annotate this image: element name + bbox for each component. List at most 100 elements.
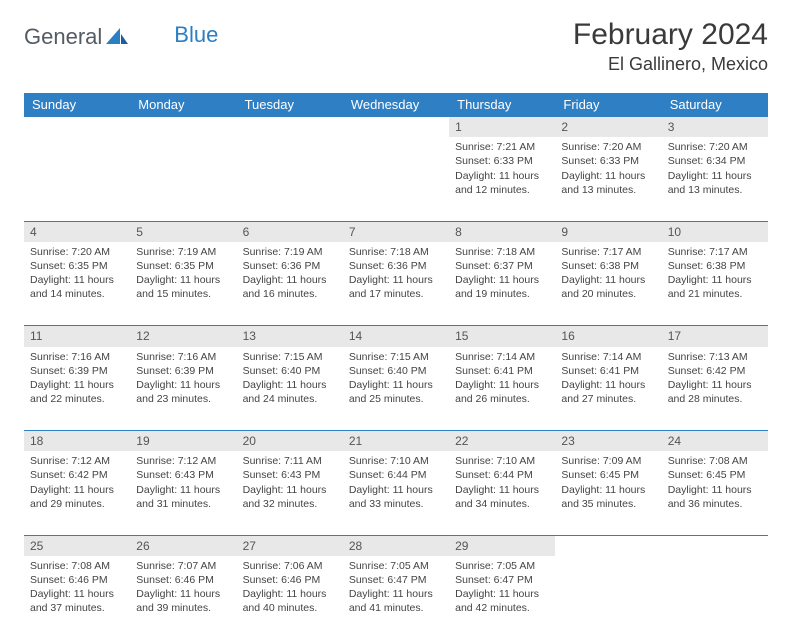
day1-text: Daylight: 11 hours (136, 273, 230, 287)
day-number-cell: 14 (343, 326, 449, 347)
day-number-cell: 6 (237, 221, 343, 242)
day2-text: and 19 minutes. (455, 287, 549, 301)
day-content-cell: Sunrise: 7:19 AMSunset: 6:36 PMDaylight:… (237, 242, 343, 326)
day-number-cell: 7 (343, 221, 449, 242)
sunrise-text: Sunrise: 7:10 AM (455, 454, 549, 468)
day-content-cell: Sunrise: 7:15 AMSunset: 6:40 PMDaylight:… (343, 347, 449, 431)
day-number-cell (343, 117, 449, 138)
day2-text: and 36 minutes. (668, 497, 762, 511)
day-content-cell: Sunrise: 7:05 AMSunset: 6:47 PMDaylight:… (343, 556, 449, 640)
day-number-cell: 19 (130, 431, 236, 452)
day-content-cell: Sunrise: 7:15 AMSunset: 6:40 PMDaylight:… (237, 347, 343, 431)
day-content-row: Sunrise: 7:20 AMSunset: 6:35 PM Daylight:… (24, 242, 768, 326)
sunset-text: Sunset: 6:44 PM (455, 468, 549, 482)
sunset-text: Sunset: 6:33 PM (561, 154, 655, 168)
dayheader-friday: Friday (555, 93, 661, 117)
day-number-cell: 26 (130, 535, 236, 556)
day2-text: and 13 minutes. (668, 183, 762, 197)
sunrise-text: Sunrise: 7:07 AM (136, 559, 230, 573)
day-number-cell: 4 (24, 221, 130, 242)
sunrise-text: Sunrise: 7:20 AM (30, 245, 124, 259)
sunset-text: Sunset: 6:34 PM (668, 154, 762, 168)
day-content-cell: Sunrise: 7:11 AMSunset: 6:43 PMDaylight:… (237, 451, 343, 535)
day-number-cell: 5 (130, 221, 236, 242)
sunrise-text: Sunrise: 7:06 AM (243, 559, 337, 573)
page-header: General Blue February 2024 El Gallinero,… (24, 18, 768, 75)
title-block: February 2024 El Gallinero, Mexico (573, 18, 768, 75)
day-number-cell: 29 (449, 535, 555, 556)
sunset-text: Sunset: 6:46 PM (243, 573, 337, 587)
sunrise-text: Sunrise: 7:17 AM (668, 245, 762, 259)
dayheader-tuesday: Tuesday (237, 93, 343, 117)
sunrise-text: Sunrise: 7:16 AM (136, 350, 230, 364)
day-content-cell: Sunrise: 7:16 AMSunset: 6:39 PMDaylight:… (130, 347, 236, 431)
day-number-cell (555, 535, 661, 556)
day-content-cell: Sunrise: 7:10 AMSunset: 6:44 PMDaylight:… (343, 451, 449, 535)
sunrise-text: Sunrise: 7:19 AM (136, 245, 230, 259)
day-content-cell: Sunrise: 7:18 AMSunset: 6:36 PMDaylight:… (343, 242, 449, 326)
sunset-text: Sunset: 6:41 PM (561, 364, 655, 378)
day-number-cell: 22 (449, 431, 555, 452)
day1-text: Daylight: 11 hours (668, 483, 762, 497)
day-number-cell: 15 (449, 326, 555, 347)
sunset-text: Sunset: 6:35 PM (30, 259, 124, 273)
day2-text: and 25 minutes. (349, 392, 443, 406)
sunset-text: Sunset: 6:40 PM (243, 364, 337, 378)
sunrise-text: Sunrise: 7:05 AM (349, 559, 443, 573)
day1-text: Daylight: 11 hours (136, 483, 230, 497)
sunrise-text: Sunrise: 7:12 AM (136, 454, 230, 468)
day2-text: and 31 minutes. (136, 497, 230, 511)
day2-text: and 34 minutes. (455, 497, 549, 511)
sunrise-text: Sunrise: 7:19 AM (243, 245, 337, 259)
day1-text: Daylight: 11 hours (455, 483, 549, 497)
brand-part2: Blue (174, 22, 218, 48)
day1-text: Daylight: 11 hours (349, 273, 443, 287)
day-number-cell: 25 (24, 535, 130, 556)
day-number-cell (24, 117, 130, 138)
day2-text: and 42 minutes. (455, 601, 549, 615)
sunset-text: Sunset: 6:45 PM (561, 468, 655, 482)
day1-text: Daylight: 11 hours (561, 378, 655, 392)
day2-text: and 29 minutes. (30, 497, 124, 511)
brand-logo: General Blue (24, 24, 218, 50)
day1-text: Daylight: 11 hours (30, 587, 124, 601)
day-number-cell: 20 (237, 431, 343, 452)
day2-text: and 35 minutes. (561, 497, 655, 511)
daynum-row: 45678910 (24, 221, 768, 242)
day-number-cell: 12 (130, 326, 236, 347)
sunrise-text: Sunrise: 7:10 AM (349, 454, 443, 468)
calendar-table: Sunday Monday Tuesday Wednesday Thursday… (24, 93, 768, 640)
day-content-cell: Sunrise: 7:20 AMSunset: 6:34 PMDaylight:… (662, 137, 768, 221)
day1-text: Daylight: 11 hours (455, 169, 549, 183)
sunset-text: Sunset: 6:47 PM (349, 573, 443, 587)
daynum-row: 18192021222324 (24, 431, 768, 452)
day-content-cell: Sunrise: 7:08 AMSunset: 6:45 PMDaylight:… (662, 451, 768, 535)
day2-text: and 27 minutes. (561, 392, 655, 406)
day-number-cell: 28 (343, 535, 449, 556)
sunset-text: Sunset: 6:42 PM (668, 364, 762, 378)
day-number-cell: 9 (555, 221, 661, 242)
day-content-cell (24, 137, 130, 221)
sunrise-text: Sunrise: 7:08 AM (668, 454, 762, 468)
sunrise-text: Sunrise: 7:18 AM (455, 245, 549, 259)
daynum-row: 2526272829 (24, 535, 768, 556)
day2-text: and 14 minutes. (30, 287, 124, 301)
brand-part1: General (24, 24, 102, 50)
day-content-cell: Sunrise: 7:09 AMSunset: 6:45 PMDaylight:… (555, 451, 661, 535)
sunset-text: Sunset: 6:37 PM (455, 259, 549, 273)
day-number-cell: 3 (662, 117, 768, 138)
sunrise-text: Sunrise: 7:15 AM (349, 350, 443, 364)
day-content-cell: Sunrise: 7:18 AMSunset: 6:37 PMDaylight:… (449, 242, 555, 326)
day-content-cell: Sunrise: 7:14 AMSunset: 6:41 PMDaylight:… (449, 347, 555, 431)
sunset-text: Sunset: 6:39 PM (30, 364, 124, 378)
day-content-cell: Sunrise: 7:16 AMSunset: 6:39 PMDaylight:… (24, 347, 130, 431)
logo-sail-icon (106, 28, 128, 46)
daynum-row: 11121314151617 (24, 326, 768, 347)
day-content-cell: Sunrise: 7:20 AMSunset: 6:35 PMDaylight:… (24, 242, 130, 326)
day2-text: and 15 minutes. (136, 287, 230, 301)
day-number-cell: 21 (343, 431, 449, 452)
sunset-text: Sunset: 6:41 PM (455, 364, 549, 378)
day-content-row: Sunrise: 7:16 AM Sunset: 6:39 PM Daylight:… (24, 347, 768, 431)
sunrise-text: Sunrise: 7:18 AM (349, 245, 443, 259)
sunset-text: Sunset: 6:38 PM (668, 259, 762, 273)
